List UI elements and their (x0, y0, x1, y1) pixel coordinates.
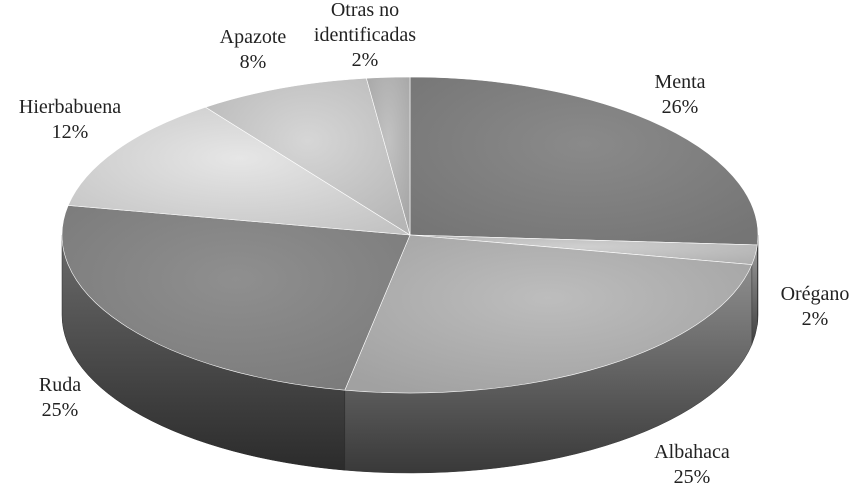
category-label: Menta (654, 71, 706, 93)
category-label: Ruda (38, 374, 82, 396)
slice-label: Orégano 2% (715, 282, 858, 332)
category-label: Albahaca (654, 441, 730, 463)
pie-slice (67, 106, 411, 236)
slice-label: Albahaca 25% (592, 440, 792, 490)
slice-label: Hierbabuena 12% (0, 95, 170, 145)
value-label: 26% (661, 96, 699, 118)
category-label: Apazote (219, 26, 287, 48)
pie-slice (409, 76, 759, 246)
value-label: 12% (51, 121, 89, 143)
value-label: 8% (239, 51, 267, 73)
value-label: 2% (801, 308, 829, 330)
pie-slice (61, 205, 411, 391)
slice-label: Menta 26% (580, 70, 780, 120)
category-label: Hierbabuena (18, 96, 122, 118)
value-label: 25% (673, 466, 711, 488)
pie-slice (344, 234, 753, 394)
value-label: 2% (351, 49, 379, 71)
pie-slice (365, 76, 411, 236)
pie-slice (204, 77, 411, 236)
category-label: Orégano (780, 283, 850, 305)
slice-label: Apazote 8% (153, 25, 353, 75)
slice-label: Otras no identificadas 2% (295, 0, 435, 73)
value-label: 25% (41, 399, 79, 421)
slice-label: Ruda 25% (0, 373, 160, 423)
category-label: Otras no identificadas (313, 0, 417, 46)
